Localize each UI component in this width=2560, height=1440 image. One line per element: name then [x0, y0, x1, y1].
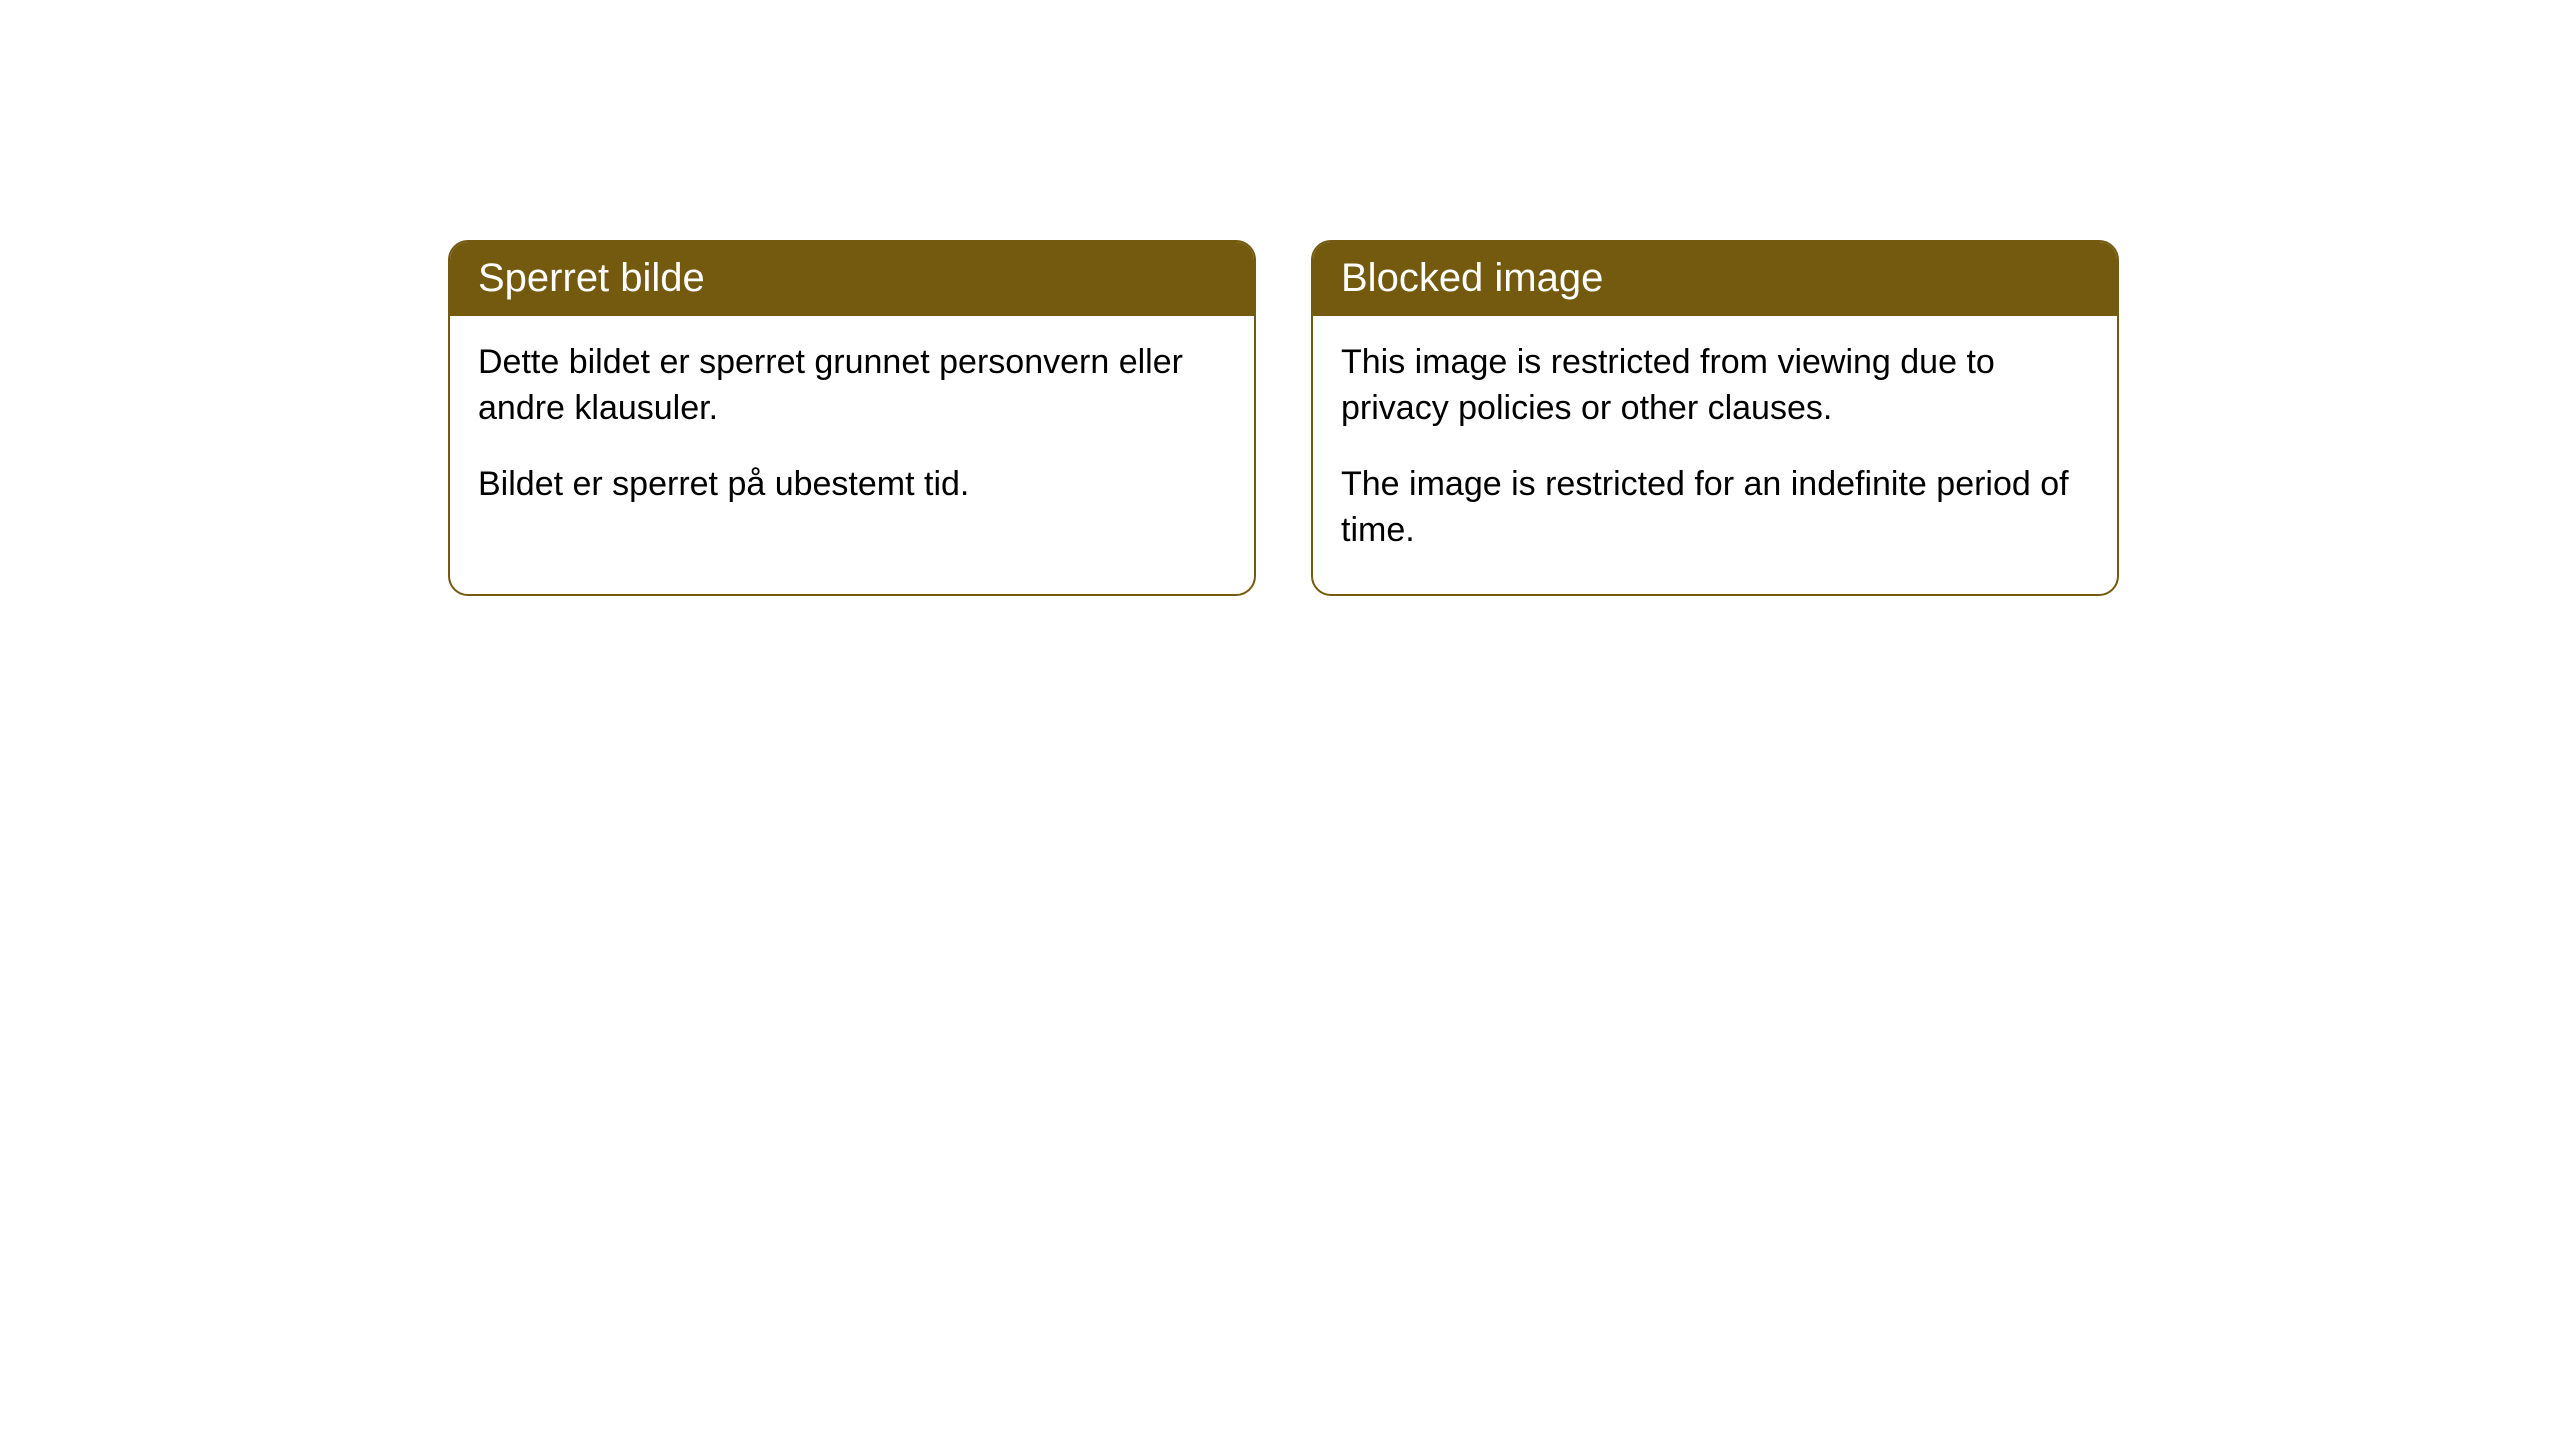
- card-header: Blocked image: [1313, 242, 2117, 316]
- blocked-image-card-en: Blocked image This image is restricted f…: [1311, 240, 2119, 596]
- blocked-image-card-no: Sperret bilde Dette bildet er sperret gr…: [448, 240, 1256, 596]
- card-text: Bildet er sperret på ubestemt tid.: [478, 462, 1226, 508]
- card-text: Dette bildet er sperret grunnet personve…: [478, 340, 1226, 432]
- card-text: This image is restricted from viewing du…: [1341, 340, 2089, 432]
- card-text: The image is restricted for an indefinit…: [1341, 462, 2089, 554]
- card-header: Sperret bilde: [450, 242, 1254, 316]
- card-body: This image is restricted from viewing du…: [1313, 316, 2117, 594]
- card-body: Dette bildet er sperret grunnet personve…: [450, 316, 1254, 548]
- cards-container: Sperret bilde Dette bildet er sperret gr…: [0, 0, 2560, 596]
